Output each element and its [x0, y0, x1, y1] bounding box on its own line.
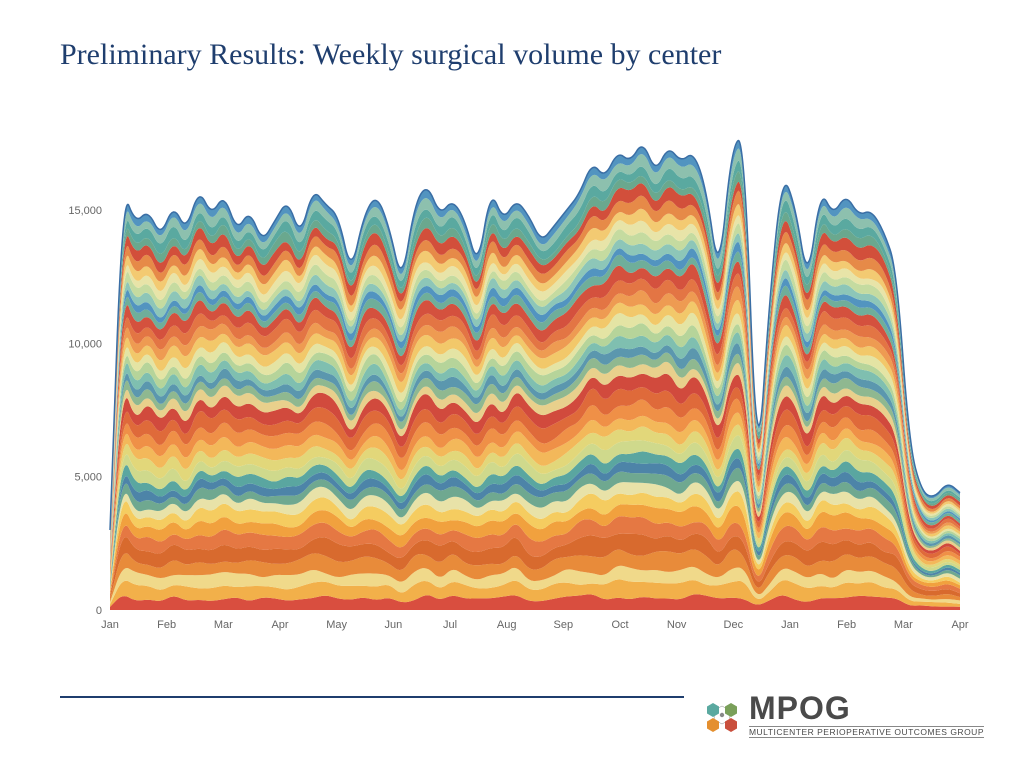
y-tick-label: 5,000: [74, 472, 102, 484]
x-tick-label: Oct: [611, 619, 628, 631]
x-tick-label: Apr: [951, 619, 968, 631]
mpog-logo-main: MPOG: [749, 692, 984, 724]
x-tick-label: May: [326, 619, 347, 631]
chart-container: 0 5,000 10,000 15,000 Jan Feb Mar Apr May Jun Jul A…: [60, 120, 970, 650]
slide: Preliminary Results: Weekly surgical vol…: [0, 0, 1024, 768]
page-title: Preliminary Results: Weekly surgical vol…: [60, 38, 721, 72]
x-tick-label: Mar: [894, 619, 913, 631]
mpog-logo-sub: MULTICENTER PERIOPERATIVE OUTCOMES GROUP: [749, 726, 984, 739]
y-tick-label: 0: [96, 605, 102, 617]
mpog-logo-mark-icon: [701, 694, 743, 736]
x-tick-label: Mar: [214, 619, 233, 631]
y-tick-label: 10,000: [68, 338, 102, 350]
x-tick-label: Feb: [157, 619, 176, 631]
x-tick-label: Jan: [101, 619, 119, 631]
mpog-logo-text: MPOG MULTICENTER PERIOPERATIVE OUTCOMES …: [749, 692, 984, 739]
x-tick-label: Dec: [724, 619, 744, 631]
x-tick-label: Jan: [781, 619, 799, 631]
x-tick-label: Apr: [271, 619, 288, 631]
stacked-area-chart: 0 5,000 10,000 15,000 Jan Feb Mar Apr May Jun Jul A…: [60, 120, 970, 650]
x-tick-label: Jul: [443, 619, 457, 631]
mpog-logo: MPOG MULTICENTER PERIOPERATIVE OUTCOMES …: [701, 692, 984, 739]
footer-divider: [60, 696, 684, 698]
x-tick-label: Jun: [384, 619, 402, 631]
x-tick-label: Nov: [667, 619, 687, 631]
x-tick-label: Aug: [497, 619, 517, 631]
x-tick-label: Sep: [554, 619, 574, 631]
y-tick-label: 15,000: [68, 205, 102, 217]
x-tick-label: Feb: [837, 619, 856, 631]
